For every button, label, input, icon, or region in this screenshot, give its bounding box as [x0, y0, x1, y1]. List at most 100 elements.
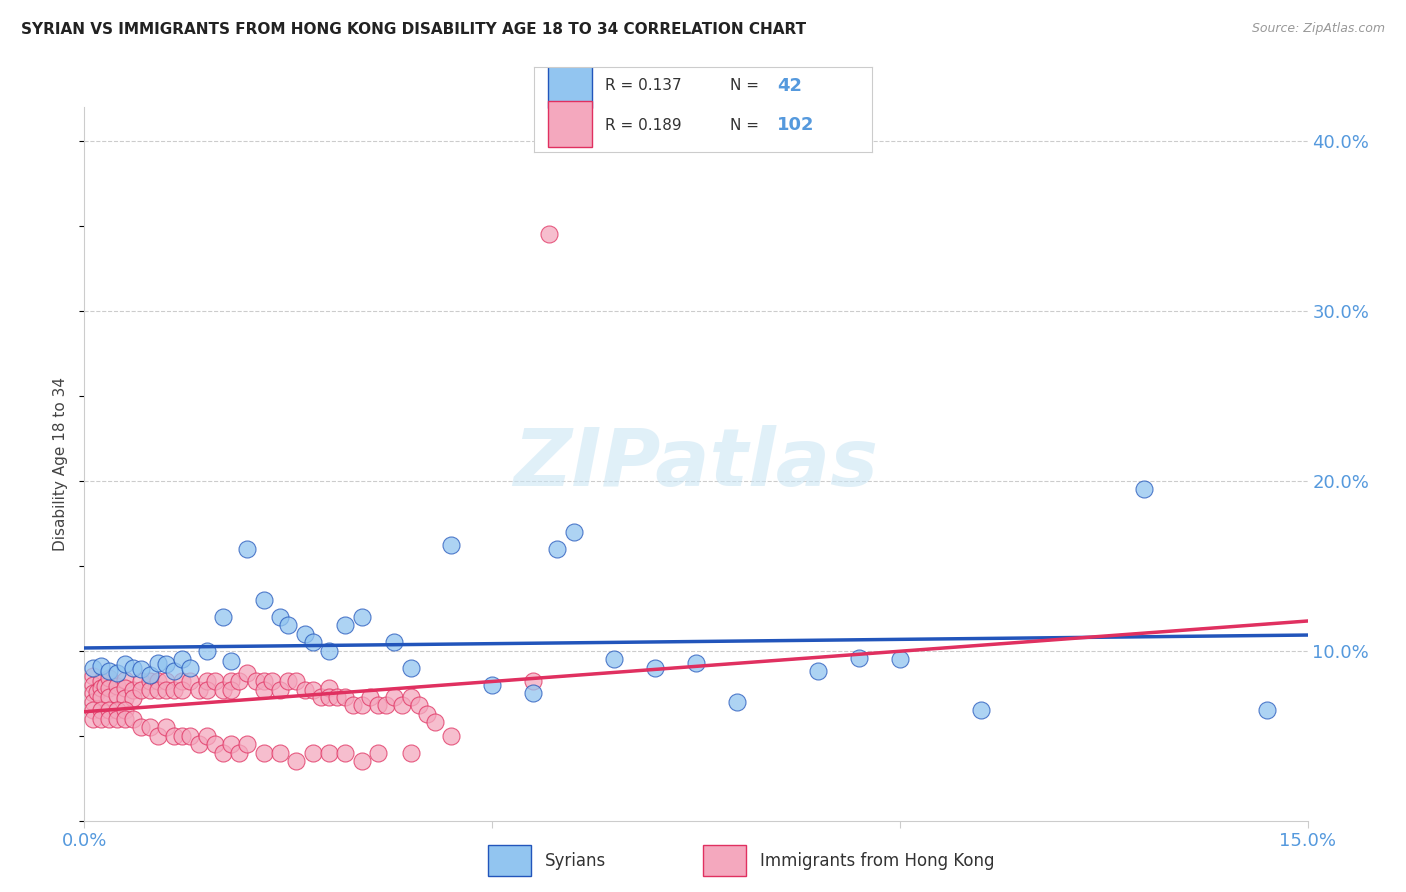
Point [97, 703, 120, 717]
Point [399, 661, 422, 675]
Point [187, 682, 209, 697]
Point [155, 674, 177, 689]
Point [350, 698, 373, 712]
Point [219, 654, 242, 668]
Point [848, 650, 870, 665]
Point [318, 690, 340, 704]
Point [90, 674, 112, 689]
Point [359, 690, 381, 704]
Point [546, 541, 568, 556]
Point [138, 720, 160, 734]
Point [685, 656, 707, 670]
Point [970, 703, 993, 717]
Point [163, 729, 186, 743]
Point [807, 664, 830, 678]
Point [122, 682, 145, 697]
Point [82, 686, 104, 700]
Point [294, 626, 316, 640]
Point [253, 674, 276, 689]
Point [440, 729, 463, 743]
Point [889, 652, 911, 666]
Point [375, 698, 398, 712]
Point [236, 737, 259, 751]
Point [219, 674, 242, 689]
Point [105, 712, 128, 726]
Point [350, 754, 373, 768]
Point [204, 674, 226, 689]
Point [228, 746, 250, 760]
Y-axis label: Disability Age 18 to 34: Disability Age 18 to 34 [53, 376, 69, 551]
Point [114, 691, 136, 706]
Point [90, 712, 112, 726]
Text: N =: N = [730, 118, 759, 133]
FancyBboxPatch shape [548, 61, 592, 108]
Point [309, 690, 332, 704]
Point [187, 737, 209, 751]
Point [253, 592, 276, 607]
Point [219, 737, 242, 751]
Point [155, 720, 177, 734]
Point [277, 674, 299, 689]
Text: N =: N = [730, 78, 759, 93]
Point [131, 682, 153, 697]
Point [146, 682, 169, 697]
Point [195, 674, 218, 689]
Point [350, 609, 373, 624]
Point [195, 729, 218, 743]
Point [114, 657, 136, 672]
Point [122, 661, 145, 675]
Point [212, 609, 235, 624]
Point [269, 746, 291, 760]
Point [131, 662, 153, 676]
Point [97, 664, 120, 678]
Point [318, 644, 340, 658]
Point [269, 682, 291, 697]
Point [725, 695, 748, 709]
Point [195, 682, 218, 697]
Point [163, 664, 186, 678]
Point [212, 746, 235, 760]
Point [82, 669, 104, 683]
Point [538, 227, 561, 242]
Point [195, 644, 218, 658]
Point [481, 678, 503, 692]
Point [179, 661, 201, 675]
Text: R = 0.189: R = 0.189 [605, 118, 682, 133]
Point [367, 746, 389, 760]
Point [399, 690, 422, 704]
Point [172, 729, 194, 743]
Point [391, 698, 413, 712]
Text: 42: 42 [778, 77, 803, 95]
Point [131, 674, 153, 689]
Point [105, 680, 128, 694]
Point [82, 678, 104, 692]
Point [269, 609, 291, 624]
Text: R = 0.137: R = 0.137 [605, 78, 682, 93]
Point [122, 712, 145, 726]
Point [522, 686, 544, 700]
Point [146, 674, 169, 689]
Point [138, 667, 160, 681]
Point [440, 538, 463, 552]
Point [335, 690, 357, 704]
Point [423, 715, 446, 730]
Point [382, 635, 405, 649]
Point [335, 618, 357, 632]
Point [172, 652, 194, 666]
Point [90, 659, 112, 673]
Point [562, 524, 585, 539]
Text: Immigrants from Hong Kong: Immigrants from Hong Kong [761, 852, 995, 870]
Point [277, 618, 299, 632]
Point [285, 674, 308, 689]
Point [367, 698, 389, 712]
Point [301, 682, 323, 697]
Text: Source: ZipAtlas.com: Source: ZipAtlas.com [1251, 22, 1385, 36]
Text: Syrians: Syrians [546, 852, 606, 870]
Point [301, 746, 323, 760]
Point [155, 682, 177, 697]
Point [114, 703, 136, 717]
Point [146, 656, 169, 670]
Point [219, 682, 242, 697]
FancyBboxPatch shape [488, 846, 531, 876]
Point [90, 690, 112, 704]
